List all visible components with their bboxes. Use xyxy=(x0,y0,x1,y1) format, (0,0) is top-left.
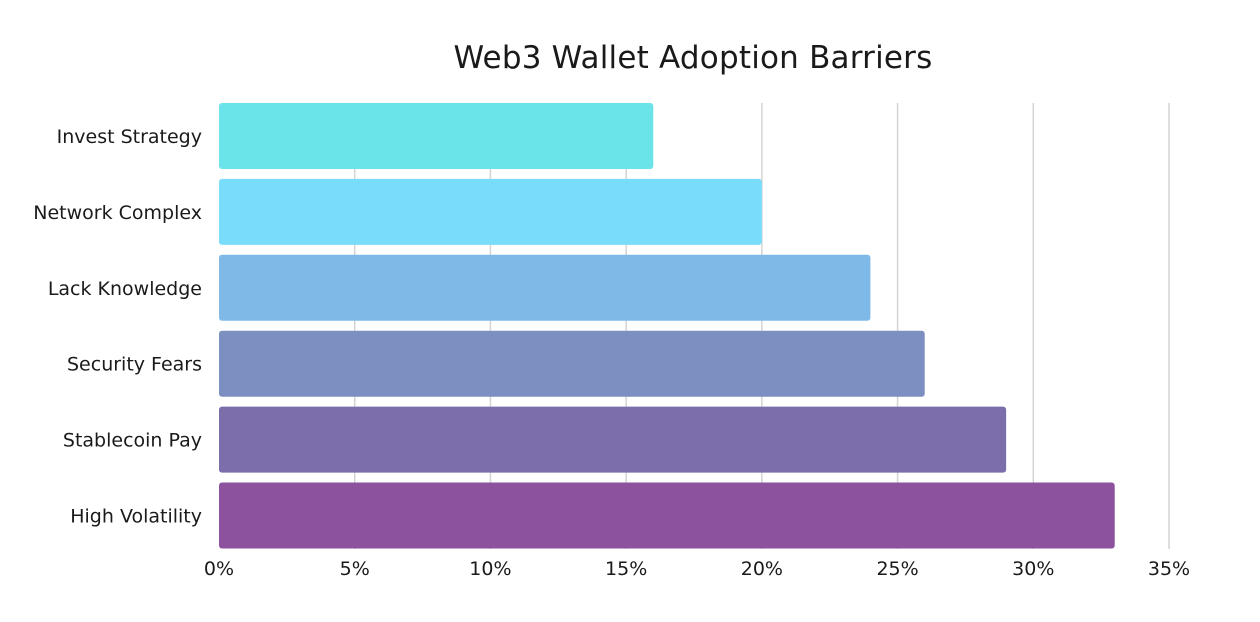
x-tick-label: 0% xyxy=(204,558,234,580)
bar xyxy=(219,254,871,321)
bar xyxy=(219,482,1115,549)
x-tick-label: 10% xyxy=(469,558,511,580)
x-tick-labels: 0% 5% 10% 15% 20% 25% 30% 35% xyxy=(204,558,1190,580)
category-label: Security Fears xyxy=(67,354,202,376)
x-tick-label: 20% xyxy=(741,558,783,580)
grid-lines xyxy=(353,103,1170,549)
category-label: Network Complex xyxy=(33,202,202,224)
x-tick-label: 35% xyxy=(1148,558,1190,580)
category-label: Invest Strategy xyxy=(57,126,202,148)
bars xyxy=(219,103,1115,549)
x-tick-label: 5% xyxy=(340,558,370,580)
category-label: High Volatility xyxy=(70,506,202,528)
x-tick-label: 30% xyxy=(1012,558,1054,580)
x-tick-label: 15% xyxy=(605,558,647,580)
bar xyxy=(219,178,762,245)
category-labels: Invest Strategy Network Complex Lack Knowl… xyxy=(33,126,202,528)
category-label: Lack Knowledge xyxy=(48,278,202,300)
category-label: Stablecoin Pay xyxy=(63,430,202,452)
bar xyxy=(219,330,925,397)
x-tick-label: 25% xyxy=(876,558,918,580)
bar xyxy=(219,406,1007,473)
bar xyxy=(219,103,654,169)
